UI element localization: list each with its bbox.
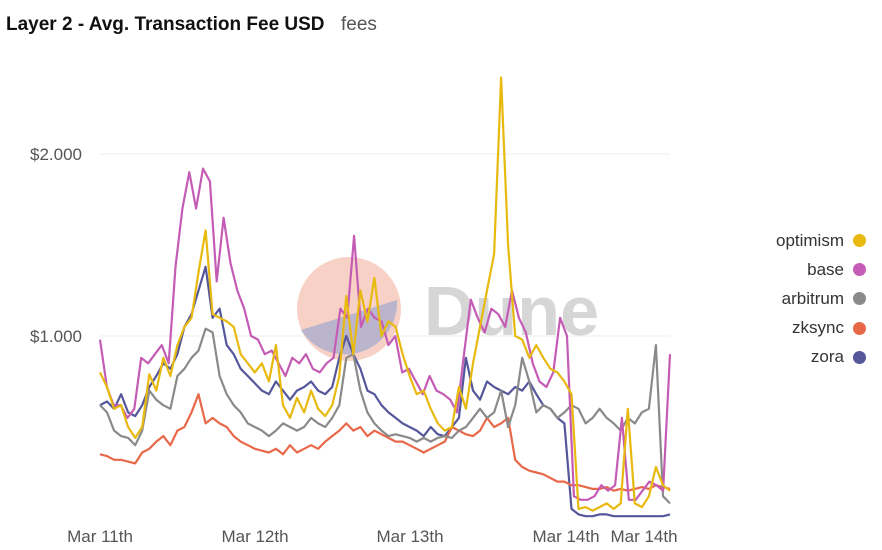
series-line-base: [98, 167, 672, 501]
y-tick-label: $1.000: [30, 327, 82, 346]
x-axis-ticks: Mar 11th Mar 12th Mar 13th Mar 14th Mar 14th: [67, 527, 677, 546]
series-line-optimism: [99, 76, 671, 512]
series-line-zksync: [99, 393, 671, 492]
legend-dot-icon: [853, 263, 866, 277]
legend-label: optimism: [775, 230, 844, 250]
legend-label: base: [807, 259, 844, 279]
legend-label: zksync: [792, 318, 844, 338]
legend-dot-icon: [853, 321, 866, 335]
chart-header: Layer 2 - Avg. Transaction Fee USD fees: [6, 14, 377, 36]
legend-item-base[interactable]: base: [776, 255, 866, 284]
legend-label: arbitrum: [781, 288, 844, 308]
legend-item-arbitrum[interactable]: arbitrum: [776, 284, 866, 313]
legend-label: zora: [810, 347, 844, 367]
legend-item-optimism[interactable]: optimism: [776, 226, 866, 255]
series-line-zora: [99, 265, 671, 518]
x-tick-label: Mar 11th: [67, 527, 133, 546]
y-tick-label: $2.000: [30, 145, 82, 164]
legend-item-zora[interactable]: zora: [776, 343, 866, 372]
legend-dot-icon: [853, 350, 866, 364]
series-lines: [98, 76, 672, 518]
y-axis-ticks: $2.000 $1.000: [30, 145, 82, 346]
series-line-arbitrum: [99, 327, 671, 505]
chart-subtitle: fees: [340, 14, 377, 35]
legend-dot-icon: [853, 292, 866, 306]
x-tick-label: Mar 12th: [221, 527, 288, 546]
x-tick-label: Mar 14th: [610, 527, 677, 546]
chart-title: Layer 2 - Avg. Transaction Fee USD: [6, 14, 325, 35]
legend-dot-icon: [853, 234, 866, 248]
x-tick-label: Mar 14th: [532, 527, 599, 546]
chart-legend: optimism base arbitrum zksync zora: [776, 226, 866, 372]
x-tick-label: Mar 13th: [376, 527, 443, 546]
legend-item-zksync[interactable]: zksync: [776, 314, 866, 343]
